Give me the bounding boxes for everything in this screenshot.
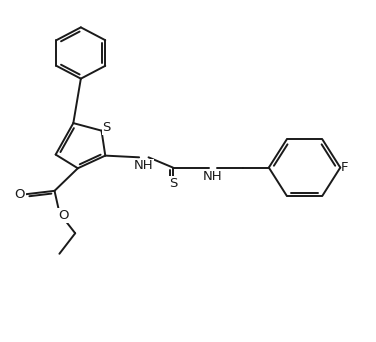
- Text: NH: NH: [203, 170, 222, 183]
- Text: O: O: [15, 188, 25, 201]
- Text: NH: NH: [134, 159, 153, 172]
- Text: S: S: [169, 177, 177, 190]
- Text: F: F: [341, 161, 349, 174]
- Text: S: S: [103, 121, 111, 134]
- Text: O: O: [58, 209, 68, 222]
